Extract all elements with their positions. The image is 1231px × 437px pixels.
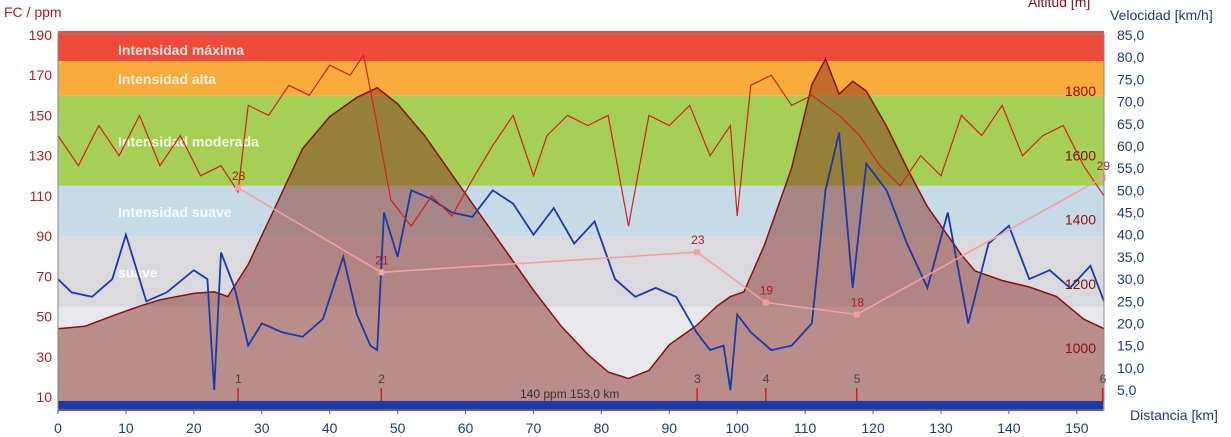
zone-label: Intensidad moderada (118, 134, 259, 150)
hr-tick-label: 10 (36, 389, 52, 405)
lap-marker-point (853, 311, 860, 318)
speed-tick-label: 35,0 (1117, 249, 1144, 265)
lap-label: 1 (235, 372, 242, 386)
x-tick-label: 120 (861, 420, 885, 436)
lap-label: 4 (763, 372, 770, 386)
zone-band (58, 61, 1104, 96)
speed-tick-label: 60,0 (1117, 138, 1144, 154)
bottom-summary: 140 ppm 153,0 km (520, 387, 619, 401)
lap-marker-label: 23 (691, 233, 705, 247)
zone-label: Intensidad suave (118, 204, 232, 220)
zone-band (58, 95, 1104, 186)
altitude-tick-label: 1800 (1065, 83, 1096, 99)
zone-base (58, 306, 1104, 410)
lap-marker-point (762, 299, 769, 306)
left-ticks: 10 30 50 70 90 110 130 150 170 190 (29, 27, 53, 405)
altitude-axis-title: Altitud [m] (1028, 0, 1090, 10)
speed-tick-label: 85,0 (1117, 27, 1144, 43)
hr-tick-label: 170 (29, 67, 53, 83)
speed-tick-label: 45,0 (1117, 205, 1144, 221)
x-tick-label: 110 (794, 420, 817, 436)
hr-tick-label: 110 (30, 188, 53, 204)
speed-tick-label: 15,0 (1117, 338, 1144, 354)
hr-tick-label: 90 (36, 228, 52, 244)
plot-frame (57, 33, 1105, 411)
x-tick-label: 100 (726, 420, 750, 436)
x-tick-label: 20 (186, 420, 202, 436)
altitude-line (57, 57, 1105, 380)
hr-tick-label: 130 (29, 148, 53, 164)
speed-ticks: 5,0 10,0 15,0 20,0 25,0 30,0 35,0 40,0 45,0 50,0 5… (1117, 27, 1144, 398)
speed-tick-label: 50,0 (1117, 182, 1144, 198)
hr-tick-label: 190 (29, 27, 53, 43)
lap-marker-label: 19 (760, 283, 774, 297)
x-tick-label: 70 (526, 420, 542, 436)
x-tick-label: 150 (1065, 420, 1089, 436)
x-tick-label: 30 (254, 420, 270, 436)
x-tick-label: 50 (390, 420, 406, 436)
speed-tick-label: 10,0 (1117, 360, 1144, 376)
speed-tick-label: 40,0 (1117, 227, 1144, 243)
hr-line (57, 53, 1105, 228)
speed-line (57, 132, 1105, 391)
x-tick-label: 0 (54, 420, 62, 436)
x-axis-title: Distancia [km] (1130, 407, 1218, 423)
hr-tick-label: 30 (36, 349, 52, 365)
lap-marker-label: 29 (1097, 159, 1111, 173)
speed-tick-label: 80,0 (1117, 49, 1144, 65)
lap-marker-point (378, 269, 385, 276)
lap-marker-label: 21 (375, 253, 389, 267)
left-axis-title: FC / ppm (4, 4, 62, 20)
lap-marker-label: 18 (851, 296, 865, 310)
altitude-tick-label: 1000 (1065, 340, 1096, 356)
lap-label: 6 (1100, 372, 1107, 386)
lap-marker-point (1099, 174, 1106, 181)
lap-marker-label: 28 (232, 169, 246, 183)
speed-tick-label: 70,0 (1117, 94, 1144, 110)
x-tick-label: 130 (929, 420, 953, 436)
lap-marker-line (237, 177, 1103, 316)
zone-labels-layer: Intensidad máxima Intensidad alta Intensid… (118, 42, 259, 280)
speed-tick-label: 30,0 (1117, 271, 1144, 287)
hr-layer (57, 53, 1105, 228)
speed-tick-label: 55,0 (1117, 160, 1144, 176)
lap-marker-point (694, 249, 701, 256)
zone-label: Intensidad máxima (118, 42, 244, 58)
speed-layer (57, 132, 1105, 391)
lap-layer: 1 2 3 4 5 6 (235, 372, 1107, 401)
lap-label: 3 (694, 372, 701, 386)
x-tick-label: 90 (662, 420, 678, 436)
alt-ticks: 1000 1200 1400 1600 1800 (1065, 83, 1096, 356)
speed-tick-label: 20,0 (1117, 315, 1144, 331)
zone-label: Intensidad alta (118, 71, 216, 87)
zones-layer (58, 30, 1104, 410)
altitude-tick-label: 1400 (1065, 212, 1096, 228)
altitude-tick-label: 1600 (1065, 147, 1096, 163)
speed-axis-title: Velocidad [km/h] (1110, 7, 1213, 23)
zone-band (58, 30, 1104, 62)
zone-band (58, 236, 1104, 307)
x-ticks: 0 10 20 30 40 50 60 70 80 90 100 110 120 130 140 150 (54, 410, 1089, 436)
x-tick-label: 40 (322, 420, 338, 436)
speed-tick-label: 5,0 (1117, 382, 1137, 398)
marker-layer: 28 21 23 19 18 29 (232, 159, 1110, 318)
bottom-bar: 140 ppm 153,0 km (58, 387, 1103, 411)
x-tick-label: 60 (458, 420, 474, 436)
lap-label: 5 (854, 372, 861, 386)
altitude-tick-label: 1200 (1065, 276, 1096, 292)
x-tick-label: 80 (594, 420, 610, 436)
distance-bar (58, 401, 1103, 411)
axes-layer: FC / ppm Altitud [m] Velocidad [km/h] Di… (4, 0, 1218, 423)
hr-tick-label: 70 (36, 268, 52, 284)
speed-tick-label: 75,0 (1117, 71, 1144, 87)
hr-tick-label: 150 (29, 107, 53, 123)
lap-marker-point (234, 184, 241, 191)
x-tick-label: 140 (997, 420, 1021, 436)
lap-label: 2 (378, 372, 385, 386)
x-tick-label: 10 (118, 420, 134, 436)
speed-tick-label: 65,0 (1117, 116, 1144, 132)
hr-tick-label: 50 (36, 309, 52, 325)
speed-tick-label: 25,0 (1117, 293, 1144, 309)
